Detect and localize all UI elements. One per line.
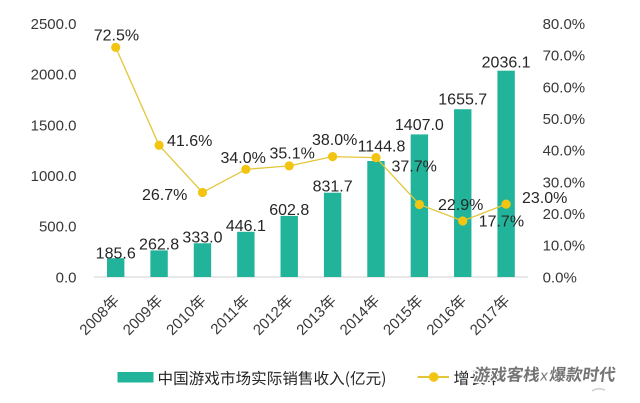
svg-text:602.8: 602.8 bbox=[269, 202, 309, 219]
svg-text:831.7: 831.7 bbox=[313, 178, 353, 195]
svg-text:1144.8: 1144.8 bbox=[358, 139, 406, 156]
svg-text:446.1: 446.1 bbox=[226, 218, 266, 235]
svg-text:60.0%: 60.0% bbox=[543, 79, 586, 96]
svg-text:38.0%: 38.0% bbox=[312, 132, 357, 149]
svg-text:26.7%: 26.7% bbox=[142, 187, 187, 204]
svg-text:23.0%: 23.0% bbox=[522, 190, 567, 207]
svg-text:x: x bbox=[539, 368, 549, 385]
svg-text:1655.7: 1655.7 bbox=[438, 92, 487, 109]
svg-text:2500.0: 2500.0 bbox=[31, 16, 77, 33]
svg-text:80.0%: 80.0% bbox=[543, 16, 586, 33]
svg-text:0.0: 0.0 bbox=[56, 269, 77, 286]
svg-text:1407.0: 1407.0 bbox=[395, 117, 444, 134]
svg-text:50.0%: 50.0% bbox=[543, 111, 586, 128]
svg-text:35.1%: 35.1% bbox=[270, 146, 315, 163]
svg-text:41.6%: 41.6% bbox=[167, 133, 212, 150]
svg-text:262.8: 262.8 bbox=[139, 237, 179, 254]
svg-text:20.0%: 20.0% bbox=[543, 206, 586, 223]
svg-text:500.0: 500.0 bbox=[39, 219, 77, 236]
svg-text:70.0%: 70.0% bbox=[543, 48, 586, 65]
svg-text:1500.0: 1500.0 bbox=[31, 117, 77, 134]
svg-text:72.5%: 72.5% bbox=[94, 28, 139, 45]
svg-text:0.0%: 0.0% bbox=[543, 269, 577, 286]
svg-text:2036.1: 2036.1 bbox=[482, 54, 531, 71]
svg-text:30.0%: 30.0% bbox=[543, 174, 586, 191]
svg-text:22.9%: 22.9% bbox=[438, 197, 483, 214]
svg-text:2000.0: 2000.0 bbox=[31, 67, 77, 84]
svg-text:17.7%: 17.7% bbox=[479, 214, 524, 231]
svg-text:40.0%: 40.0% bbox=[543, 143, 586, 160]
svg-text:1000.0: 1000.0 bbox=[31, 168, 77, 185]
svg-text:10.0%: 10.0% bbox=[543, 238, 586, 255]
svg-text:34.0%: 34.0% bbox=[221, 150, 266, 167]
svg-text:37.7%: 37.7% bbox=[392, 158, 437, 175]
svg-text:185.6: 185.6 bbox=[96, 245, 136, 262]
svg-text:333.0: 333.0 bbox=[182, 229, 222, 246]
